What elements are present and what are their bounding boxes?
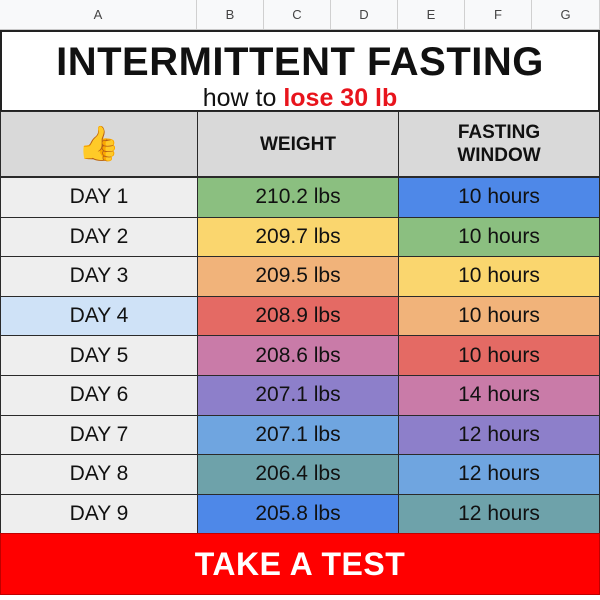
day-cell[interactable]: DAY 9 <box>0 493 198 535</box>
day-cell[interactable]: DAY 8 <box>0 454 198 495</box>
weight-cell[interactable]: 208.6 lbs <box>197 335 399 376</box>
weight-cell[interactable]: 209.7 lbs <box>197 216 399 258</box>
table-row: DAY 7 207.1 lbs 12 hours <box>0 414 600 456</box>
take-a-test-button[interactable]: TAKE A TEST <box>0 533 600 595</box>
table-row: DAY 2 209.7 lbs 10 hours <box>0 216 600 258</box>
table-row: DAY 6 207.1 lbs 14 hours <box>0 375 600 416</box>
fasting-cell[interactable]: 10 hours <box>398 216 600 258</box>
table-header-row: 👍 WEIGHT FASTING WINDOW <box>0 111 600 177</box>
fasting-cell[interactable]: 10 hours <box>398 335 600 376</box>
weight-cell[interactable]: 206.4 lbs <box>197 454 399 495</box>
subtitle: how to lose 30 lb <box>2 84 598 112</box>
day-cell[interactable]: DAY 1 <box>0 177 198 218</box>
fasting-cell[interactable]: 12 hours <box>398 493 600 535</box>
table-row: DAY 3 209.5 lbs 10 hours <box>0 256 600 297</box>
column-header-d[interactable]: D <box>331 0 398 29</box>
fasting-cell[interactable]: 10 hours <box>398 177 600 218</box>
day-cell[interactable]: DAY 7 <box>0 414 198 456</box>
column-header-a[interactable]: A <box>0 0 197 29</box>
table-row: DAY 5 208.6 lbs 10 hours <box>0 335 600 376</box>
page-title: INTERMITTENT FASTING <box>56 40 544 84</box>
day-cell[interactable]: DAY 2 <box>0 216 198 258</box>
title-banner: INTERMITTENT FASTING how to lose 30 lb <box>0 30 600 112</box>
fasting-cell[interactable]: 12 hours <box>398 414 600 456</box>
weight-cell[interactable]: 205.8 lbs <box>197 493 399 535</box>
day-cell[interactable]: DAY 6 <box>0 375 198 416</box>
column-header-e[interactable]: E <box>398 0 465 29</box>
header-weight[interactable]: WEIGHT <box>197 111 399 177</box>
fasting-cell[interactable]: 10 hours <box>398 295 600 337</box>
weight-cell[interactable]: 209.5 lbs <box>197 256 399 297</box>
fasting-cell[interactable]: 12 hours <box>398 454 600 495</box>
weight-cell[interactable]: 207.1 lbs <box>197 375 399 416</box>
table-row: DAY 4 208.9 lbs 10 hours <box>0 295 600 337</box>
weight-cell[interactable]: 207.1 lbs <box>197 414 399 456</box>
subtitle-highlight: lose 30 lb <box>283 84 398 112</box>
fasting-cell[interactable]: 10 hours <box>398 256 600 297</box>
column-header-c[interactable]: C <box>264 0 331 29</box>
header-fasting-window[interactable]: FASTING WINDOW <box>398 111 600 177</box>
subtitle-prefix: how to <box>202 84 284 112</box>
thumbs-up-icon: 👍 <box>77 124 121 163</box>
column-header-g[interactable]: G <box>532 0 600 29</box>
header-icon-cell[interactable]: 👍 <box>0 111 198 177</box>
weight-cell[interactable]: 208.9 lbs <box>197 295 399 337</box>
fasting-cell[interactable]: 14 hours <box>398 375 600 416</box>
column-header-f[interactable]: F <box>465 0 532 29</box>
column-header-b[interactable]: B <box>197 0 264 29</box>
table-row: DAY 9 205.8 lbs 12 hours <box>0 493 600 535</box>
day-cell[interactable]: DAY 3 <box>0 256 198 297</box>
day-cell[interactable]: DAY 4 <box>0 295 198 337</box>
table-row: DAY 8 206.4 lbs 12 hours <box>0 454 600 495</box>
table-row: DAY 1 210.2 lbs 10 hours <box>0 177 600 218</box>
weight-cell[interactable]: 210.2 lbs <box>197 177 399 218</box>
day-cell[interactable]: DAY 5 <box>0 335 198 376</box>
